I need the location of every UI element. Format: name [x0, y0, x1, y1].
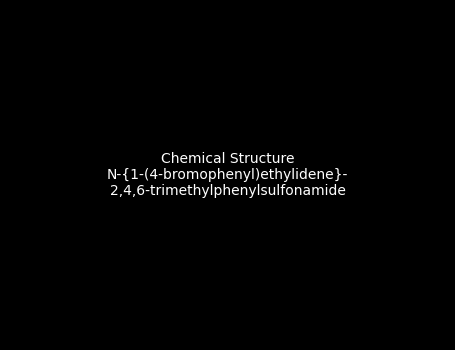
Text: Chemical Structure
N-{1-(4-bromophenyl)ethylidene}-
2,4,6-trimethylphenylsulfona: Chemical Structure N-{1-(4-bromophenyl)e… — [107, 152, 348, 198]
